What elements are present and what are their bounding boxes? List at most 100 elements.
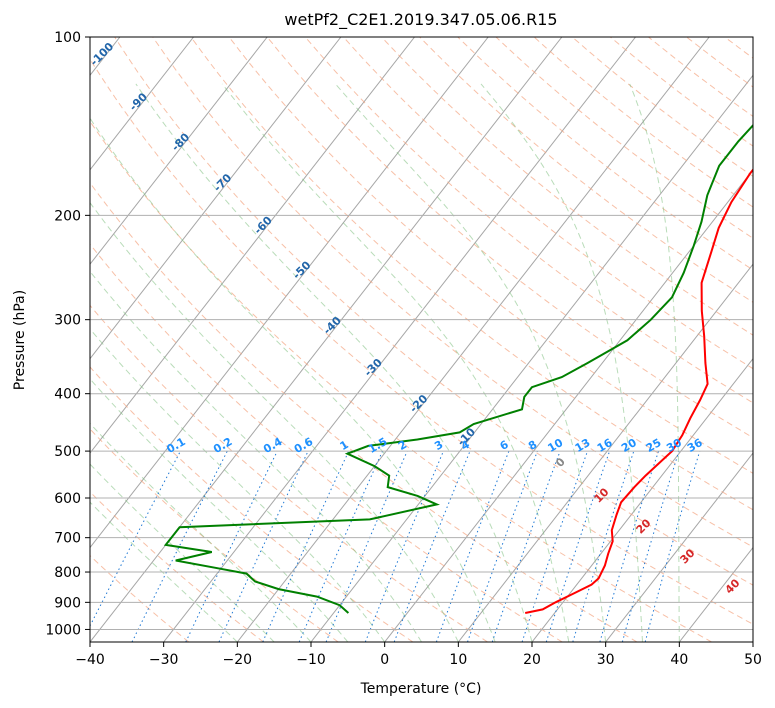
moist-adiabat bbox=[90, 378, 349, 642]
y-tick-label: 200 bbox=[54, 208, 81, 224]
moist-adiabat bbox=[90, 270, 422, 642]
mixing-ratio-line bbox=[545, 450, 611, 642]
adiabat-label: 20 bbox=[634, 516, 654, 536]
y-tick-label: 400 bbox=[54, 387, 81, 403]
mixing-ratio-line bbox=[325, 450, 408, 642]
moist-adiabat bbox=[480, 83, 643, 642]
y-tick-label: 800 bbox=[54, 565, 81, 581]
dry-adiabat bbox=[90, 243, 563, 642]
dry-adiabat bbox=[266, 37, 753, 439]
y-tick-label: 1000 bbox=[45, 622, 81, 638]
x-tick-label: 20 bbox=[523, 652, 541, 668]
mixing-ratio-line bbox=[621, 450, 680, 642]
isotherm-label: -50 bbox=[290, 258, 313, 281]
mixing-ratio-label: 1.5 bbox=[366, 435, 389, 456]
adiabat-label: 10 bbox=[592, 485, 612, 505]
x-tick-label: −40 bbox=[75, 652, 105, 668]
y-tick-label: 300 bbox=[54, 313, 81, 329]
mixing-ratio-label: 20 bbox=[619, 436, 639, 455]
dry-adiabat bbox=[90, 120, 712, 642]
moist-adiabat bbox=[90, 463, 275, 642]
x-tick-label: 50 bbox=[744, 652, 762, 668]
mixing-ratio-line bbox=[90, 450, 181, 628]
moist-adiabat bbox=[90, 117, 496, 642]
sounding-profiles bbox=[163, 123, 753, 614]
dry-adiabat bbox=[90, 366, 414, 642]
x-tick-label: 10 bbox=[449, 652, 467, 668]
isotherm-line bbox=[90, 37, 415, 454]
dry-adiabat bbox=[495, 37, 753, 239]
y-tick-label: 900 bbox=[54, 595, 81, 611]
dry-adiabat bbox=[419, 37, 753, 303]
dry-adiabat bbox=[90, 491, 264, 642]
adiabat-label: 0 bbox=[553, 455, 568, 470]
adiabat-label: 40 bbox=[723, 576, 743, 596]
mixing-ratio-label: 10 bbox=[545, 436, 565, 455]
isotherm-label: -40 bbox=[321, 314, 344, 337]
y-tick-label: 600 bbox=[54, 491, 81, 507]
isotherm-line bbox=[384, 168, 753, 642]
isotherm-line bbox=[90, 37, 268, 266]
dry-adiabat bbox=[686, 37, 753, 88]
isotherm-line bbox=[457, 263, 753, 642]
isotherm-label: -20 bbox=[407, 392, 430, 415]
mixing-ratio-label: 0.2 bbox=[211, 435, 234, 456]
dry-adiabat bbox=[304, 37, 753, 404]
mixing-ratio-label: 30 bbox=[664, 436, 684, 455]
moist-adiabat bbox=[135, 83, 533, 642]
isotherm-line bbox=[752, 641, 753, 642]
dry-adiabat bbox=[114, 37, 753, 586]
x-tick-label: 40 bbox=[670, 652, 688, 668]
x-tick-label: 30 bbox=[597, 652, 615, 668]
moist-adiabat bbox=[335, 83, 607, 642]
y-tick-label: 100 bbox=[54, 30, 81, 46]
dry-adiabat bbox=[533, 37, 753, 208]
adiabat-label: 30 bbox=[678, 546, 698, 566]
isotherm-line bbox=[605, 452, 753, 642]
reference-lines bbox=[90, 37, 753, 642]
mixing-ratio-line bbox=[599, 450, 659, 642]
moist-adiabat bbox=[90, 422, 312, 642]
mixing-ratio-label: 16 bbox=[595, 436, 615, 455]
isotherm-label: -90 bbox=[127, 90, 150, 113]
dry-adiabat bbox=[90, 304, 488, 642]
x-tick-label: 0 bbox=[380, 652, 389, 668]
mixing-ratio-line bbox=[262, 450, 350, 642]
mixing-ratio-label: 0.1 bbox=[164, 435, 187, 456]
x-tick-label: −30 bbox=[149, 652, 179, 668]
mixing-ratio-label: 0.6 bbox=[292, 435, 316, 456]
mixing-ratio-label: 36 bbox=[685, 436, 705, 455]
isotherm-label: -70 bbox=[211, 171, 234, 194]
plot-frame bbox=[89, 36, 754, 643]
y-axis-ticks: 100 200 300 400 500 600 700 800 900 1000 bbox=[45, 30, 90, 638]
mixing-ratio-line bbox=[393, 450, 471, 642]
isotherm-line bbox=[236, 37, 710, 642]
mixing-ratio-line bbox=[435, 450, 510, 642]
mixing-ratio-line bbox=[572, 450, 635, 642]
isotherm-label: -30 bbox=[362, 356, 385, 379]
y-axis-label: Pressure (hPa) bbox=[12, 290, 28, 390]
pressure-gridlines bbox=[90, 37, 753, 630]
x-axis-ticks: −40 −30 −20 −10 0 10 20 30 40 50 bbox=[75, 642, 762, 668]
mixing-ratio-line bbox=[521, 450, 588, 642]
isotherm-label: -80 bbox=[169, 130, 192, 153]
mixing-ratio-line bbox=[218, 450, 309, 642]
dry-adiabat bbox=[343, 37, 753, 370]
dry-adiabat bbox=[152, 37, 753, 548]
mixing-ratio-line bbox=[644, 450, 701, 642]
isotherm-line bbox=[90, 37, 489, 549]
mixing-ratio-label: 0.4 bbox=[261, 435, 285, 456]
moist-adiabat bbox=[90, 501, 238, 642]
isotherm-line bbox=[90, 37, 342, 360]
dry-adiabat bbox=[90, 58, 753, 625]
isotherm-line bbox=[531, 357, 753, 642]
mixing-ratio-line bbox=[185, 450, 278, 642]
y-tick-label: 500 bbox=[54, 444, 81, 460]
isotherm-label: -100 bbox=[88, 40, 117, 69]
x-tick-label: −20 bbox=[223, 652, 253, 668]
dry-adiabat bbox=[381, 37, 753, 336]
isotherm-line bbox=[90, 37, 194, 171]
dry-adiabat bbox=[90, 181, 638, 642]
dry-adiabat bbox=[457, 37, 753, 271]
